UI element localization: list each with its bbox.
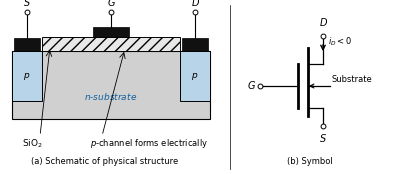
Text: (b) Symbol: (b) Symbol	[287, 157, 332, 166]
Text: $p$: $p$	[23, 70, 31, 81]
Text: $i_D < 0$: $i_D < 0$	[327, 36, 351, 48]
Text: $n$-substrate: $n$-substrate	[84, 92, 137, 102]
Text: Substrate: Substrate	[331, 75, 372, 84]
Text: SiO$_2$: SiO$_2$	[22, 138, 43, 150]
Text: $p$-channel forms electrically: $p$-channel forms electrically	[90, 137, 208, 151]
Text: S: S	[319, 134, 325, 144]
Bar	[42, 37, 180, 51]
Bar	[12, 51, 209, 119]
Text: D: D	[191, 0, 198, 8]
Text: S: S	[24, 0, 30, 8]
Text: G: G	[107, 0, 114, 8]
Bar	[93, 27, 129, 37]
Text: $p$: $p$	[191, 70, 198, 81]
Bar	[182, 38, 207, 51]
Text: G: G	[247, 81, 254, 91]
Bar	[12, 51, 42, 101]
Text: D: D	[318, 18, 326, 28]
Bar	[180, 51, 209, 101]
Bar	[14, 38, 40, 51]
Text: (a) Schematic of physical structure: (a) Schematic of physical structure	[31, 157, 178, 166]
